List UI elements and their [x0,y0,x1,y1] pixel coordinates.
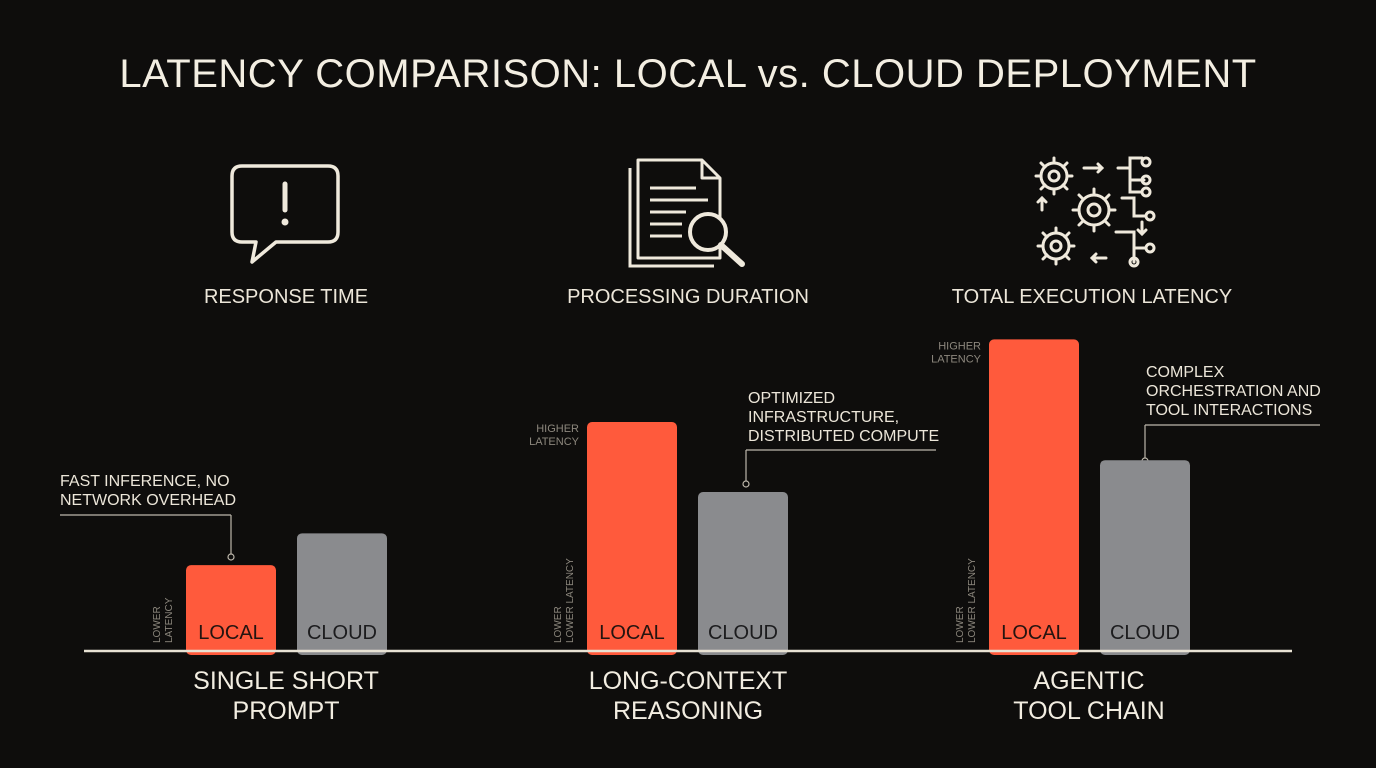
annotation-agentic-tool-chain: COMPLEX ORCHESTRATION AND TOOL INTERACTI… [1146,363,1321,420]
bar-label-cloud-3: CLOUD [1110,622,1180,644]
category-label-line: TOOL CHAIN [1013,697,1165,725]
axis-note-higher-latency: LATENCY [931,353,982,365]
bar-cloud-3 [1100,460,1190,655]
bar-label-local-3: LOCAL [1001,622,1067,644]
metric-label-total-execution-latency: TOTAL EXECUTION LATENCY [951,286,1233,308]
category-label: LONG-CONTEXT REASONING [538,666,838,726]
bar-cloud-1 [297,533,387,655]
document-magnifier-icon [628,158,745,268]
annotation-leader-1-dot [227,553,235,561]
bar-local-3 [989,339,1079,655]
axis-note-lower-latency: LOWER LATENCY [565,558,576,643]
annotation-line: TOOL INTERACTIONS [1146,402,1313,419]
annotation-line: INFRASTRUCTURE, [748,409,900,426]
axis-note-lower-latency: LATENCY [164,597,175,643]
annotation-line: OPTIMIZED [748,390,836,407]
alert-speech-bubble-icon [230,164,340,264]
annotation-long-context-reasoning: OPTIMIZED INFRASTRUCTURE, DISTRIBUTED CO… [748,389,939,446]
bar-label-cloud-1: CLOUD [307,622,377,644]
axis-note-lower-latency: LOWER [152,606,163,643]
annotation-leader-2-dot [742,480,750,488]
axis-note-lower-latency: LOWER [955,606,966,643]
axis-note-higher-latency: HIGHER [536,423,579,435]
axis-note-lower-latency: LOWER LATENCY [967,558,978,643]
bar-label-local-1: LOCAL [198,622,264,644]
category-label-line: SINGLE SHORT [193,667,379,695]
bar-label-local-2: LOCAL [599,622,665,644]
metric-label-response-time: RESPONSE TIME [203,286,369,308]
annotation-line: FAST INFERENCE, NO [60,473,230,490]
category-label-line: REASONING [612,697,764,725]
category-label-line: AGENTIC [1033,667,1145,695]
metric-label-processing-duration: PROCESSING DURATION [567,286,809,308]
annotation-line: NETWORK OVERHEAD [60,492,237,509]
bar-local-2 [587,422,677,655]
category-label-line: PROMPT [232,697,340,725]
category-label: AGENTIC TOOL CHAIN [939,666,1239,726]
category-label-line: LONG-CONTEXT [588,667,788,695]
bar-cloud-2 [698,492,788,655]
gears-workflow-icon [1034,156,1156,268]
annotation-single-short-prompt: FAST INFERENCE, NO NETWORK OVERHEAD [60,472,236,510]
annotation-line: COMPLEX [1146,364,1225,381]
page-title: LATENCY COMPARISON: LOCAL vs. CLOUD DEPL… [119,52,1257,96]
axis-note-lower-latency: LOWER [553,606,564,643]
bar-label-cloud-2: CLOUD [708,622,778,644]
annotation-line: DISTRIBUTED COMPUTE [748,428,940,445]
bar-local-1 [186,565,276,655]
category-label: SINGLE SHORT PROMPT [136,666,436,726]
axis-note-higher-latency: HIGHER [938,340,981,352]
annotation-line: ORCHESTRATION AND [1146,383,1321,400]
axis-note-higher-latency: LATENCY [529,436,580,448]
